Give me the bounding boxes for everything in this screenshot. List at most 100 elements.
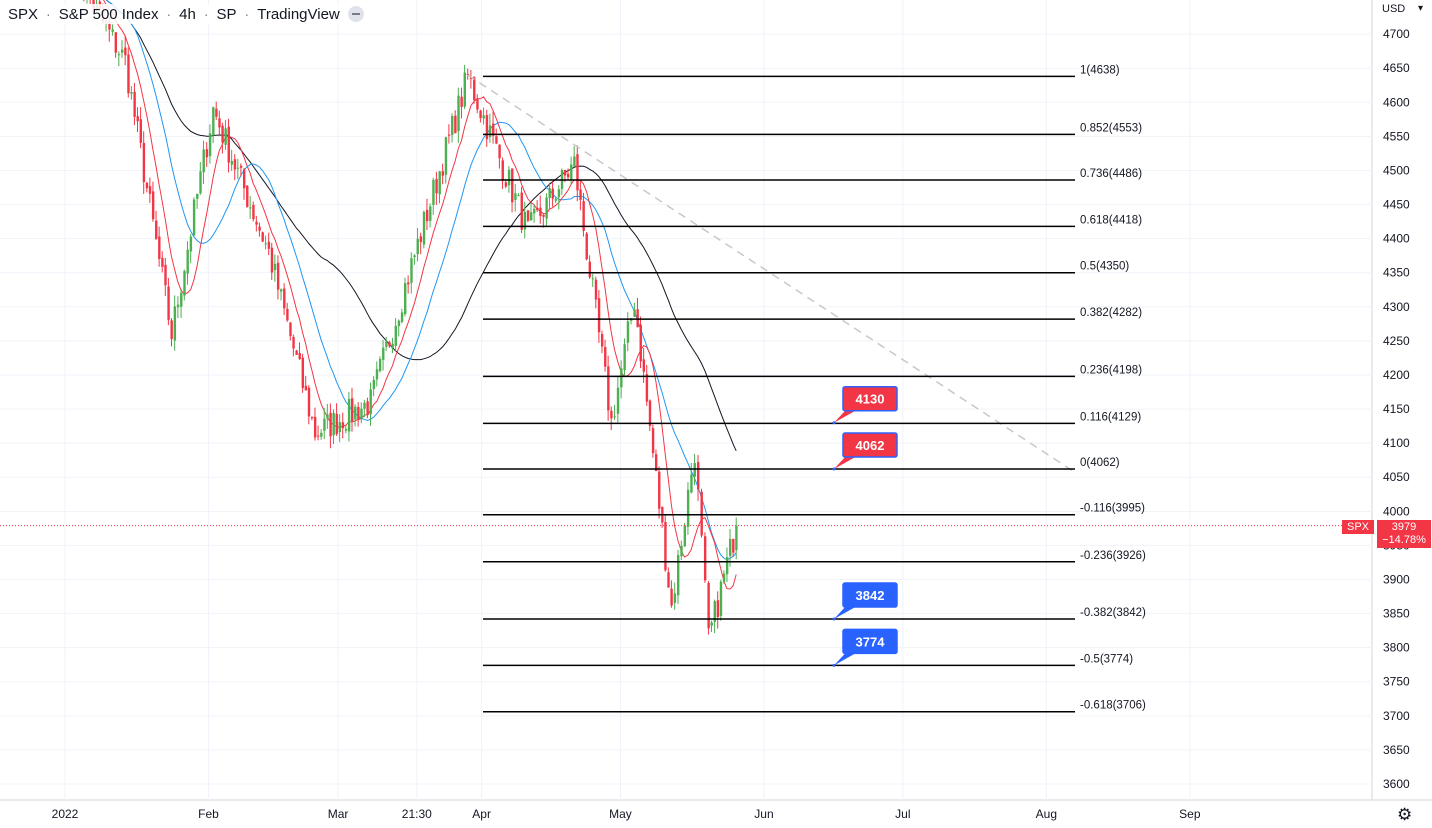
candle-body	[124, 47, 127, 56]
gear-icon[interactable]: ⚙	[1397, 805, 1413, 824]
candle-body	[212, 107, 215, 136]
callout-box[interactable]	[842, 432, 898, 458]
candle-body	[230, 160, 234, 165]
candle-body	[463, 72, 466, 107]
candle-body	[252, 204, 255, 220]
candle-body	[176, 304, 180, 308]
symbol-label[interactable]: SPX	[8, 5, 39, 23]
callout-pointer	[834, 605, 859, 620]
candle-body	[570, 164, 573, 180]
candle-body	[636, 309, 639, 328]
candle-body	[680, 545, 683, 557]
candle-body	[292, 336, 295, 349]
y-tick-label: 4600	[1383, 95, 1410, 109]
candle-body	[127, 54, 130, 94]
x-tick-label: Apr	[472, 807, 491, 821]
candle-body	[148, 186, 152, 194]
candle-body	[167, 286, 170, 320]
candle-body	[233, 159, 237, 170]
candle-body	[539, 207, 542, 217]
candle-body	[557, 189, 561, 198]
x-tick-label: May	[609, 807, 632, 821]
candle-body	[673, 593, 677, 603]
candle-body	[700, 491, 703, 536]
exchange-label: SP	[216, 5, 237, 23]
y-tick-label: 4100	[1383, 436, 1410, 450]
candle-body	[485, 115, 489, 140]
candle-body	[289, 322, 292, 337]
callout-box[interactable]	[842, 385, 898, 412]
candle-body	[130, 92, 133, 94]
chevron-down-icon[interactable]: ▾	[1418, 3, 1424, 14]
candle-body	[378, 358, 382, 372]
candle-body	[642, 359, 646, 372]
callout-anchor	[832, 467, 836, 471]
callout-box[interactable]	[842, 582, 898, 608]
fib-level-label: -0.116(3995)	[1080, 503, 1145, 515]
callout-box[interactable]	[842, 628, 898, 655]
candle-body	[416, 238, 419, 255]
symbol-name: S&P 500 Index	[58, 5, 159, 23]
candle-body	[573, 156, 576, 167]
candle-body	[183, 271, 186, 296]
candle-body	[307, 387, 311, 417]
fib-level-label: -0.618(3706)	[1080, 700, 1146, 712]
candle-body	[114, 32, 118, 53]
y-tick-label: 3700	[1383, 709, 1410, 723]
candle-body	[139, 119, 143, 143]
candle-body	[413, 255, 416, 258]
candle-body	[690, 474, 693, 493]
candle-body	[507, 169, 511, 186]
candle-body	[320, 432, 323, 437]
currency-label[interactable]: USD	[1382, 3, 1406, 15]
y-tick-label: 4000	[1383, 504, 1410, 518]
fib-level-label: -0.236(3926)	[1080, 550, 1146, 562]
candle-body	[410, 258, 413, 283]
candle-body	[432, 179, 435, 205]
collapse-legend-button[interactable]	[347, 6, 364, 22]
candle-body	[677, 555, 680, 596]
candle-body	[215, 108, 218, 117]
candle-body	[697, 462, 700, 490]
y-tick-label: 3750	[1383, 675, 1410, 689]
y-tick-label: 4400	[1383, 232, 1410, 246]
candle-body	[208, 133, 212, 157]
candle-body	[199, 171, 202, 194]
candle-body	[313, 416, 317, 438]
candle-body	[142, 142, 146, 183]
candle-body	[310, 416, 314, 419]
candle-body	[301, 357, 305, 388]
source-label: TradingView	[257, 5, 340, 23]
candle-body	[597, 298, 601, 333]
y-tick-label: 3850	[1383, 607, 1410, 621]
fib-level-label: -0.5(3774)	[1080, 653, 1133, 665]
candle-body	[488, 125, 492, 138]
x-tick-label: 21:30	[402, 807, 432, 821]
candle-body	[189, 236, 193, 252]
candle-body	[722, 573, 726, 582]
candle-body	[170, 320, 173, 340]
header-separator: ·	[203, 6, 209, 22]
last-price-change: −14.78%	[1382, 534, 1426, 546]
candle-body	[591, 278, 595, 280]
interval-label[interactable]: 4h	[179, 5, 196, 23]
candle-body	[707, 582, 710, 629]
fib-level-label: 0.736(4486)	[1080, 168, 1142, 180]
candle-body	[239, 165, 243, 168]
candle-body	[713, 601, 717, 622]
candle-body	[363, 402, 366, 409]
x-tick-label: Jun	[754, 807, 773, 821]
candle-body	[616, 387, 620, 414]
candle-body	[686, 489, 690, 527]
price-axis[interactable]	[1372, 0, 1432, 828]
candle-body	[388, 342, 391, 347]
candle-body	[394, 325, 398, 346]
candle-body	[533, 208, 536, 214]
candle-body	[155, 220, 158, 239]
candle-body	[205, 149, 209, 158]
candle-body	[716, 600, 720, 618]
y-tick-label: 4700	[1383, 27, 1410, 41]
fib-level-label: 0.236(4198)	[1080, 364, 1142, 376]
candle-body	[192, 199, 196, 236]
